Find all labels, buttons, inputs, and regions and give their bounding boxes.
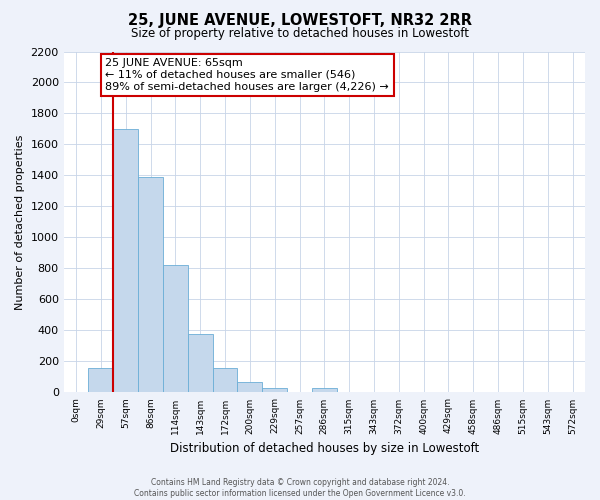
Bar	[88, 368, 113, 392]
Text: Contains HM Land Registry data © Crown copyright and database right 2024.
Contai: Contains HM Land Registry data © Crown c…	[134, 478, 466, 498]
Bar	[212, 368, 238, 392]
Text: 25, JUNE AVENUE, LOWESTOFT, NR32 2RR: 25, JUNE AVENUE, LOWESTOFT, NR32 2RR	[128, 12, 472, 28]
Bar	[262, 388, 287, 392]
Bar	[238, 382, 262, 392]
Bar	[138, 177, 163, 392]
Bar	[312, 388, 337, 392]
Text: 25 JUNE AVENUE: 65sqm
← 11% of detached houses are smaller (546)
89% of semi-det: 25 JUNE AVENUE: 65sqm ← 11% of detached …	[106, 58, 389, 92]
X-axis label: Distribution of detached houses by size in Lowestoft: Distribution of detached houses by size …	[170, 442, 479, 455]
Bar	[163, 266, 188, 392]
Text: Size of property relative to detached houses in Lowestoft: Size of property relative to detached ho…	[131, 28, 469, 40]
Bar	[113, 129, 138, 392]
Bar	[188, 334, 212, 392]
Y-axis label: Number of detached properties: Number of detached properties	[15, 134, 25, 310]
